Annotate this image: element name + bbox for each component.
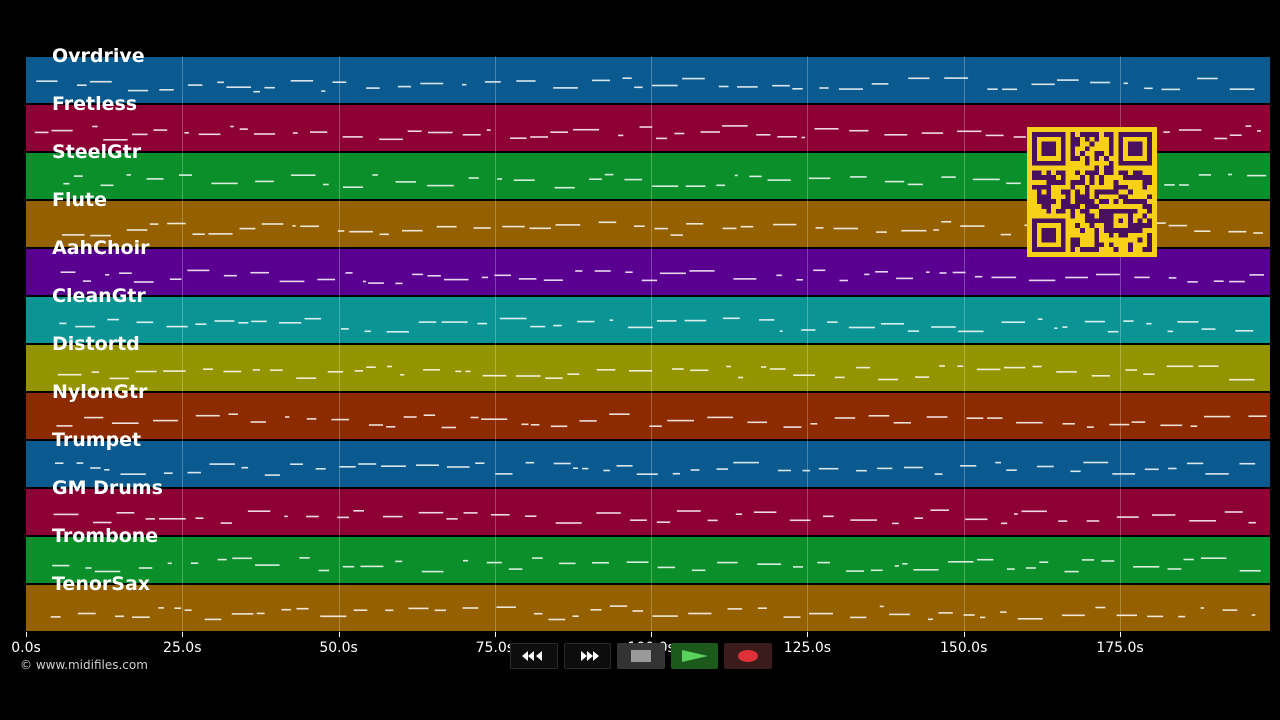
track-label: Distortd — [52, 333, 140, 355]
track-gm-drums[interactable]: GM Drums — [26, 477, 1270, 536]
note-lane — [52, 557, 1261, 573]
rewind-icon — [521, 651, 542, 661]
track-label: AahChoir — [52, 237, 150, 259]
play-icon — [681, 650, 708, 662]
track-ovrdrive[interactable]: Ovrdrive — [26, 45, 1270, 104]
gridline — [651, 56, 653, 632]
track-label: SteelGtr — [52, 141, 142, 163]
note-lane — [59, 317, 1254, 333]
tick-mark — [963, 632, 965, 637]
gridline — [807, 56, 809, 632]
tick-label: 175.0s — [1096, 640, 1144, 656]
tick-mark — [494, 632, 496, 637]
gridline — [963, 56, 965, 632]
rewind-button[interactable] — [510, 643, 558, 669]
gridline — [182, 56, 184, 632]
gridline — [1119, 56, 1121, 632]
track-cleangtr[interactable]: CleanGtr — [26, 285, 1270, 344]
gridline — [494, 56, 496, 632]
note-lane — [55, 461, 1256, 476]
record-button[interactable] — [724, 643, 772, 669]
note-lane — [53, 509, 1256, 525]
track-trombone[interactable]: Trombone — [26, 525, 1270, 584]
fast-forward-icon — [581, 651, 600, 661]
track-label: Trombone — [52, 525, 159, 547]
track-label: CleanGtr — [52, 285, 146, 307]
track-label: Trumpet — [52, 429, 142, 451]
track-trumpet[interactable]: Trumpet — [26, 429, 1270, 488]
tick-mark — [338, 632, 340, 637]
track-label: NylonGtr — [52, 381, 148, 403]
note-lane — [57, 365, 1255, 381]
tick-mark — [807, 632, 809, 637]
stop-button[interactable] — [617, 643, 665, 669]
tick-mark — [26, 632, 27, 637]
fast-forward-button[interactable] — [563, 643, 612, 669]
track-label: Fretless — [52, 93, 138, 115]
copyright-text: © www.midifiles.com — [20, 658, 148, 672]
tick-label: 50.0s — [319, 640, 358, 656]
track-nylongtr[interactable]: NylonGtr — [26, 381, 1270, 440]
track-label: TenorSax — [52, 573, 151, 595]
track-label: Flute — [52, 189, 107, 211]
track-label: GM Drums — [52, 477, 163, 499]
tick-mark — [651, 632, 653, 637]
note-lane — [60, 269, 1264, 285]
note-lane — [36, 77, 1255, 93]
gridline — [338, 56, 340, 632]
track-tenorsax[interactable]: TenorSax — [26, 573, 1270, 632]
transport-controls — [510, 642, 772, 670]
tick-label: 0.0s — [11, 640, 41, 656]
play-button[interactable] — [670, 643, 719, 669]
tick-label: 25.0s — [163, 640, 202, 656]
track-distortd[interactable]: Distortd — [26, 333, 1270, 392]
track-label: Ovrdrive — [52, 45, 145, 67]
note-lane — [56, 413, 1267, 429]
note-lane — [50, 605, 1256, 621]
tick-label: 125.0s — [783, 640, 832, 656]
tick-label: 150.0s — [940, 640, 988, 656]
record-icon — [738, 650, 759, 662]
tick-label: 75.0s — [475, 640, 515, 656]
stop-icon — [631, 650, 652, 662]
tick-mark — [1119, 632, 1121, 637]
tick-mark — [182, 632, 184, 637]
qr-code-icon — [1027, 127, 1157, 257]
